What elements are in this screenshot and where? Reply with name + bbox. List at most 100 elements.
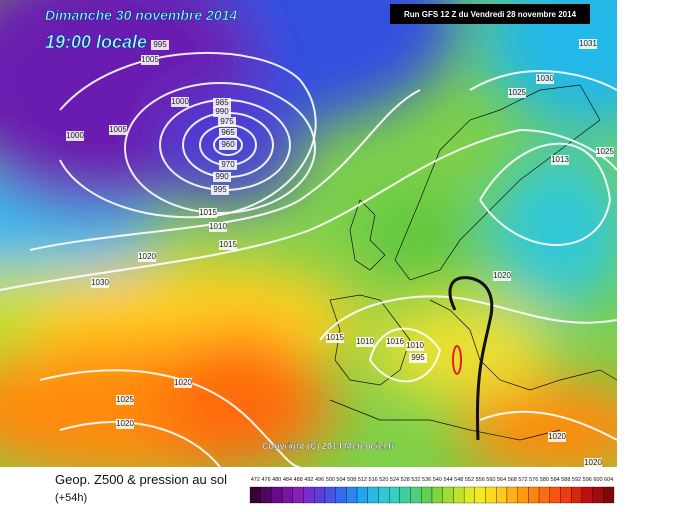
scale-swatch	[367, 486, 379, 504]
scale-label: 592	[572, 477, 581, 483]
scale-label: 556	[476, 477, 485, 483]
scale-label: 472	[251, 477, 260, 483]
label-bg	[409, 353, 427, 363]
scale-swatch	[346, 486, 358, 504]
time: 19:00 locale	[45, 32, 147, 52]
scale-label: 576	[529, 477, 538, 483]
label-bg	[116, 395, 134, 405]
isobar-label: 1010	[209, 222, 227, 231]
scale-swatch	[410, 486, 422, 504]
isobar-label: 1020	[548, 432, 566, 441]
scale-label: 596	[583, 477, 592, 483]
isobar-label: 1005	[109, 125, 127, 134]
label-bg	[326, 333, 344, 343]
scale-swatch	[335, 486, 347, 504]
scale-swatch	[517, 486, 529, 504]
scale-swatch	[292, 486, 304, 504]
margin	[617, 0, 700, 512]
scale-label: 476	[261, 477, 270, 483]
label-bg	[91, 278, 109, 288]
label-bg	[174, 378, 192, 388]
isobar-label: 985	[215, 98, 229, 107]
legend-lead: (+54h)	[55, 492, 87, 504]
label-bg	[209, 222, 227, 232]
scale-label: 484	[283, 477, 292, 483]
isobar-label: 1016	[386, 337, 404, 346]
scale-label: 604	[604, 477, 613, 483]
label-bg	[138, 252, 156, 262]
scale-swatch	[314, 486, 326, 504]
label-bg	[356, 337, 374, 347]
scale-swatch	[528, 486, 540, 504]
label-bg	[551, 155, 569, 165]
label-bg	[151, 40, 169, 50]
copyright: Copyright (C) 2014 Meteociel.fr	[262, 441, 395, 451]
scale-label: 560	[486, 477, 495, 483]
isobar-label: 1025	[508, 88, 526, 97]
scale-swatch	[496, 486, 508, 504]
label-bg	[596, 147, 614, 157]
isobar-label: 1015	[326, 333, 344, 342]
scale-label: 600	[593, 477, 602, 483]
isobar-label: 1020	[138, 252, 156, 261]
scale-swatch	[506, 486, 518, 504]
scale-label: 552	[465, 477, 474, 483]
front-marker	[452, 345, 462, 375]
isobar-label: 1025	[596, 147, 614, 156]
scale-swatch	[474, 486, 486, 504]
isobar-label: 1013	[551, 155, 569, 164]
label-bg	[213, 172, 231, 182]
isobar-label: 1030	[536, 74, 554, 83]
isobar-label: 1030	[91, 278, 109, 287]
run-box	[390, 4, 590, 24]
scale-swatch	[463, 486, 475, 504]
isobar-label: 1000	[66, 131, 84, 140]
scale-swatch	[560, 486, 572, 504]
scale-swatch	[592, 486, 604, 504]
isobar-label: 1010	[406, 341, 424, 350]
isobar-label: 960	[221, 140, 235, 149]
isobar-label: 1015	[199, 208, 217, 217]
scale-swatch	[399, 486, 411, 504]
scale-label: 544	[443, 477, 452, 483]
field	[0, 0, 617, 467]
isobar-label: 970	[221, 160, 235, 169]
color-scale: 472 476 480 484 488 492 496 500 504 508 512 516 520 5…	[249, 477, 615, 504]
scale-swatch	[538, 486, 550, 504]
label-bg	[493, 271, 511, 281]
label-bg	[171, 97, 189, 107]
label-bg	[219, 240, 237, 250]
scale-swatch	[581, 486, 593, 504]
isobar-label: 1005	[141, 55, 159, 64]
scale-label: 548	[454, 477, 463, 483]
scale-label: 540	[433, 477, 442, 483]
label-bg	[218, 117, 236, 127]
scale-label: 564	[497, 477, 506, 483]
scale-label: 488	[294, 477, 303, 483]
scale-swatch	[389, 486, 401, 504]
scale-label: 496	[315, 477, 324, 483]
scale-swatch	[356, 486, 368, 504]
isobar-label: 1025	[116, 395, 134, 404]
label-bg	[219, 160, 237, 170]
scale-swatch	[421, 486, 433, 504]
scale-swatch	[485, 486, 497, 504]
label-bg	[536, 74, 554, 84]
scale-swatch	[324, 486, 336, 504]
isobar-label: 1020	[174, 378, 192, 387]
scale-swatch	[281, 486, 293, 504]
isobar-label: 1031	[579, 39, 597, 48]
isobar-label: 995	[153, 40, 167, 49]
isobar-label: 1020	[493, 271, 511, 280]
scale-label: 500	[326, 477, 335, 483]
label-bg	[508, 88, 526, 98]
scale-swatch	[453, 486, 465, 504]
scale-swatch	[271, 486, 283, 504]
label-bg	[406, 341, 424, 351]
scale-label: 492	[304, 477, 313, 483]
scale-swatch	[249, 486, 261, 504]
isobar-label: 1020	[584, 458, 602, 467]
